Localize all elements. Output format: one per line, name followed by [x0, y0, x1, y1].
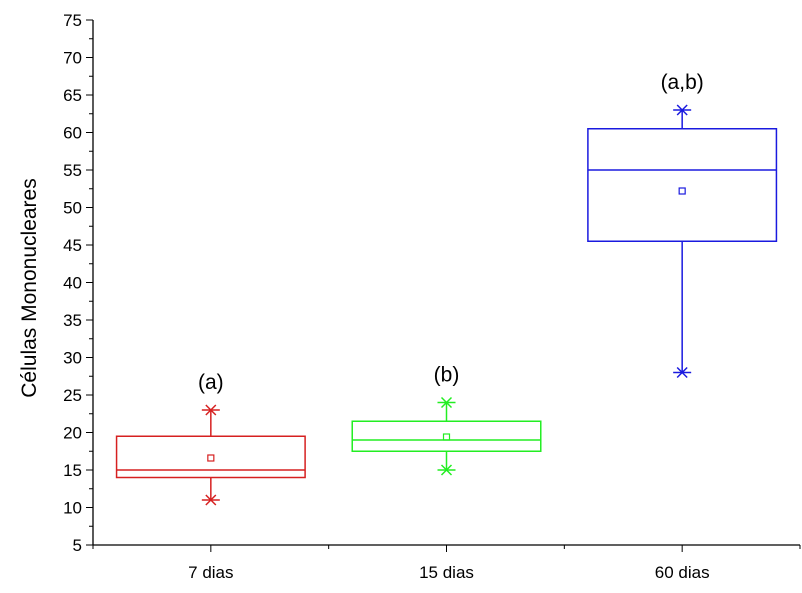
y-tick-label: 5 — [73, 536, 82, 555]
max-marker — [676, 104, 688, 116]
box-2: (b) — [351, 364, 542, 476]
min-marker — [676, 366, 688, 379]
x-tick-label: 60 dias — [655, 563, 710, 582]
y-tick-label: 75 — [63, 11, 82, 30]
y-tick-label: 30 — [63, 349, 82, 368]
y-axis: 5 10 15 20 25 30 35 40 45 50 55 60 65 70 75 — [63, 11, 94, 555]
iqr-box — [351, 420, 542, 452]
y-tick-label: 15 — [63, 461, 82, 480]
y-tick-label: 40 — [63, 274, 82, 293]
y-tick-label: 65 — [63, 86, 82, 105]
x-axis: 7 dias 15 dias 60 dias — [92, 544, 801, 582]
box-3: (a,b) — [587, 71, 778, 379]
y-tick-label: 50 — [63, 199, 82, 218]
y-tick-label: 70 — [63, 49, 82, 68]
y-tick-label: 25 — [63, 386, 82, 405]
y-axis-label: Células Mononucleares — [18, 178, 41, 397]
min-marker — [205, 494, 217, 506]
iqr-box — [115, 435, 306, 479]
y-tick-label: 20 — [63, 424, 82, 443]
significance-annotation: (a) — [198, 371, 224, 394]
significance-annotation: (a,b) — [661, 71, 704, 94]
y-tick-label: 55 — [63, 161, 82, 180]
mean-marker — [442, 433, 451, 441]
significance-annotation: (b) — [434, 364, 460, 387]
boxes: (a) (b) (a,b) — [115, 71, 778, 506]
mean-marker — [678, 187, 686, 195]
min-marker — [440, 464, 453, 476]
x-tick-label: 7 dias — [188, 563, 233, 582]
box-1: (a) — [115, 371, 306, 506]
y-tick-label: 10 — [63, 499, 82, 518]
x-tick-label: 15 dias — [419, 563, 474, 582]
y-tick-label: 35 — [63, 311, 82, 330]
iqr-box — [587, 128, 778, 242]
max-marker — [205, 404, 217, 416]
y-tick-label: 60 — [63, 124, 82, 143]
max-marker — [440, 396, 453, 409]
mean-marker — [207, 454, 215, 462]
y-tick-label: 45 — [63, 236, 82, 255]
